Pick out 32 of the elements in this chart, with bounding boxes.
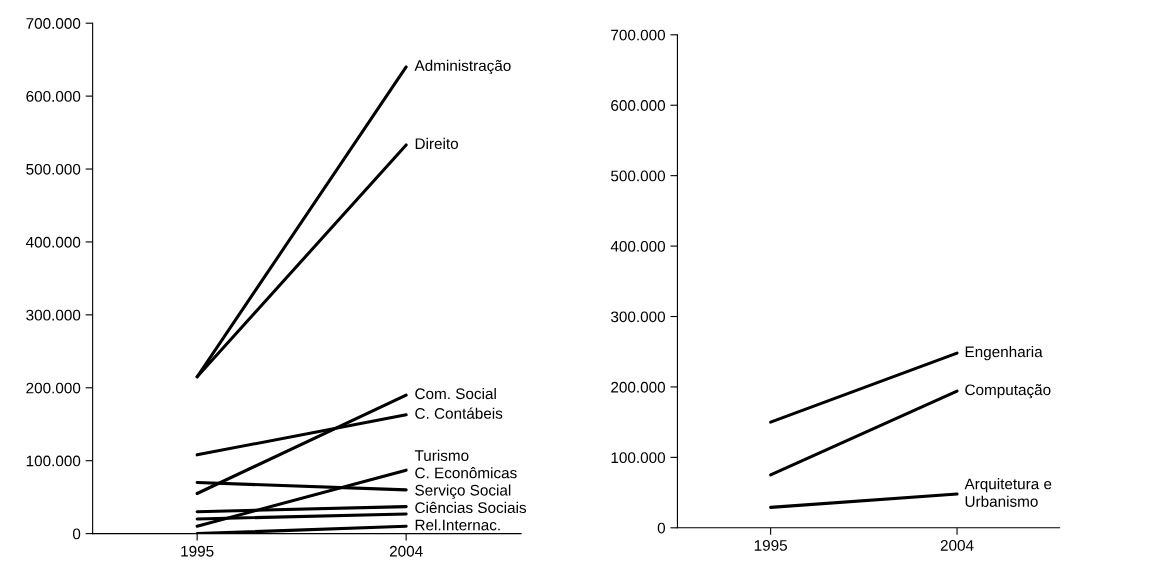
x-tick-label: 1995 [754, 540, 787, 551]
y-tick-label: 400.000 [610, 240, 666, 252]
y-tick-label: 500.000 [26, 163, 81, 175]
series-label: Serviço Social [415, 484, 511, 499]
series-label: Arquitetura e Urbanismo [964, 478, 1052, 507]
y-tick-label: 600.000 [26, 90, 81, 102]
y-tick-label: 300.000 [610, 311, 666, 323]
series-label: C. Contábeis [415, 407, 503, 419]
series-label: Rel.Internac. [415, 519, 500, 531]
y-tick-label: 0 [657, 522, 666, 534]
series-label: Ciências Sociais [415, 501, 527, 514]
y-tick-label: 400.000 [25, 236, 81, 248]
x-tick-label: 2004 [389, 545, 423, 557]
series-label: Engenharia [965, 346, 1043, 361]
y-tick-label: 500.000 [611, 170, 666, 182]
series-label: C. Econômicas [415, 467, 517, 479]
y-tick-label: 200.000 [611, 381, 666, 393]
y-tick-label: 0 [72, 528, 81, 540]
y-tick-label: 100.000 [26, 455, 81, 467]
series-label: Administração [414, 59, 511, 75]
y-tick-label: 700.000 [26, 18, 81, 29]
series-label: Computação [965, 384, 1051, 399]
y-tick-label: 700.000 [611, 29, 666, 41]
series-label: Com. Social [415, 387, 496, 400]
x-tick-label: 1995 [181, 545, 214, 557]
y-tick-label: 600.000 [611, 100, 666, 111]
y-tick-label: 300.000 [26, 309, 81, 321]
y-tick-label: 100.000 [611, 452, 666, 464]
series-label: Direito [415, 137, 459, 150]
series-label: Turismo [414, 449, 469, 461]
y-tick-label: 200.000 [26, 382, 81, 394]
x-tick-label: 2004 [940, 540, 974, 551]
